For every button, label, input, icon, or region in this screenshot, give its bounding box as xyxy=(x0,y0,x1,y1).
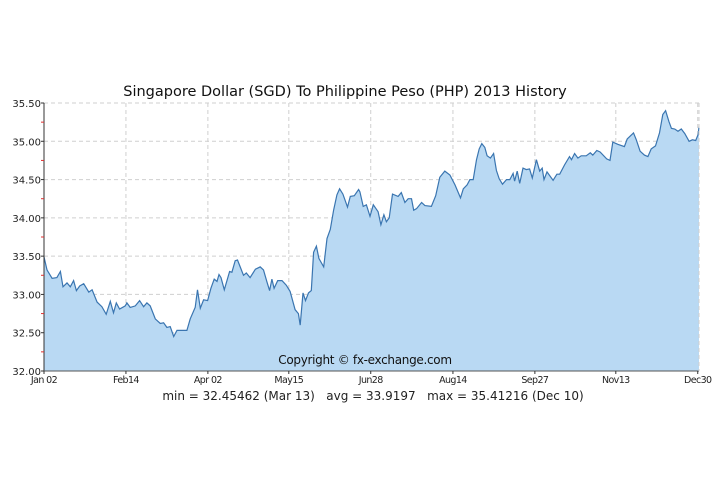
chart-title: Singapore Dollar (SGD) To Philippine Pes… xyxy=(123,84,567,100)
x-tick-label: Dec30 xyxy=(684,375,712,386)
y-tick-label: 33.00 xyxy=(12,290,41,301)
x-tick-label: Jan 02 xyxy=(30,375,58,386)
x-tick-label: Aug14 xyxy=(439,375,467,386)
y-tick-label: 32.50 xyxy=(12,329,41,340)
y-tick-label: 35.00 xyxy=(12,137,41,148)
x-tick-label: Apr 02 xyxy=(194,375,222,386)
copyright-watermark: Copyright © fx-exchange.com xyxy=(278,353,452,367)
y-tick-label: 33.50 xyxy=(12,252,41,263)
series-line xyxy=(43,109,700,338)
x-tick-label: Nov13 xyxy=(602,375,630,386)
series-area-fill xyxy=(44,110,699,371)
x-tick-label: Sep27 xyxy=(521,375,549,386)
stats-summary: min = 32.45462 (Mar 13) avg = 33.9197 ma… xyxy=(162,389,583,403)
y-tick-label: 35.50 xyxy=(12,99,41,110)
y-tick-label: 34.50 xyxy=(12,176,41,187)
x-axis-ticks: Jan 02 Feb14 Apr 02 May15 Jun28 Aug14 Sep27 Nov… xyxy=(30,371,713,386)
x-tick-label: May15 xyxy=(274,375,303,386)
y-tick-label: 34.00 xyxy=(12,214,41,225)
y-axis-ticks: 32.00 32.50 33.00 33.50 34.00 34.50 35.00 35.50 xyxy=(12,99,44,378)
x-tick-label: Feb14 xyxy=(113,375,139,386)
x-tick-label: Jun28 xyxy=(358,375,383,386)
y-tick-label: 32.00 xyxy=(12,367,41,378)
